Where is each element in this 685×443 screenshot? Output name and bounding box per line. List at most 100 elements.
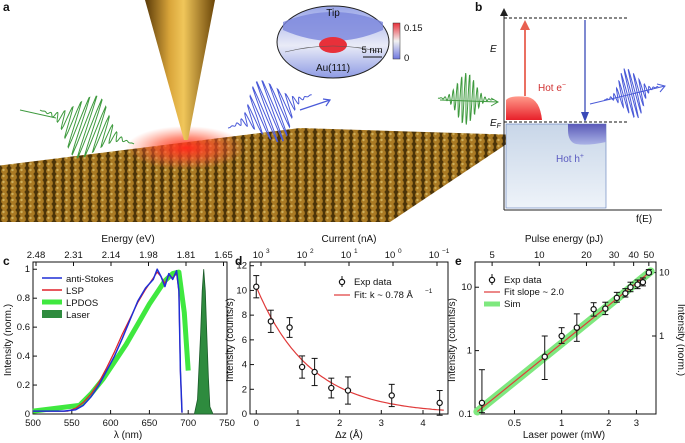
hot-hole-distribution — [568, 124, 606, 145]
e-data-point — [639, 279, 647, 286]
d-data-point — [328, 384, 335, 392]
d-legend-label: Fit: k ~ 0.78 Å — [354, 290, 414, 301]
d-y-axis-label: Intensity (counts/s) — [225, 298, 236, 382]
e-fit-line — [477, 270, 652, 413]
occupation-axis-label: f(E) — [636, 214, 652, 225]
c-y-tick-label: 0.8 — [17, 293, 30, 304]
c-y-axis-label: Intensity (norm.) — [3, 304, 14, 376]
e-data-point — [627, 284, 634, 291]
e-x-tick-label: 3 — [634, 418, 639, 429]
panel-e: e Pulse energy (pJ) Laser power (mW) Int… — [447, 234, 685, 441]
e-y2-axis-label: Intensity (norm.) — [675, 304, 685, 376]
c-legend-label: Laser — [66, 310, 90, 321]
d-x-tick-label: 2 — [337, 418, 342, 429]
colorbar — [392, 22, 401, 60]
d-y-tick-label: 2 — [242, 384, 247, 395]
e-frame — [474, 261, 657, 415]
e-data-point — [645, 269, 653, 276]
c-top-tick-label: 2.48 — [27, 250, 46, 261]
e-data-point — [622, 290, 629, 297]
d-top-axis-label: Current (nA) — [321, 234, 376, 245]
hot-hole-label: Hot h+ — [556, 153, 584, 165]
e-top-tick-label: 20 — [581, 250, 592, 261]
d-top-tick-exp: 0 — [398, 248, 402, 255]
d-y-tick-label: 0 — [242, 409, 247, 420]
d-y-tick-label: 4 — [242, 360, 247, 371]
d-x-tick-label: 4 — [420, 418, 425, 429]
e-y-tick-label: 10 — [461, 282, 472, 293]
field-inset: Tip Au(111) 5 nm 0.15 0 — [276, 5, 423, 79]
e-legend-marker — [488, 276, 496, 284]
e-legend-label: Sim — [504, 299, 520, 310]
panel-e-label: e — [455, 254, 462, 268]
e-data-point — [478, 399, 486, 407]
c-top-tick-label: 2.31 — [64, 250, 83, 261]
c-x-tick-label: 650 — [141, 418, 157, 429]
d-data-point — [388, 392, 395, 399]
d-x-axis-label: Δz (Å) — [335, 428, 363, 441]
panel-b-label: b — [475, 0, 482, 14]
hot-electron-label: Hot e− — [538, 82, 566, 94]
e-data-point — [634, 281, 641, 288]
inset-scale-label: 5 nm — [361, 45, 382, 56]
d-top-tick-exp: 3 — [266, 248, 270, 255]
e-x-tick-label: 1 — [559, 418, 564, 429]
c-x-tick-label: 500 — [25, 418, 41, 429]
e-top-tick-label: 30 — [609, 250, 620, 261]
panel-b: b E EF Hot e− Hot h+ f(E) — [437, 0, 666, 225]
e-y2-tick-label: 10 — [659, 268, 670, 279]
colorbar-max: 0.15 — [404, 23, 423, 34]
e-data-point — [590, 306, 597, 313]
d-x-tick-label: 3 — [379, 418, 384, 429]
d-top-tick-label: 10 — [341, 250, 352, 261]
stm-tip — [145, 0, 215, 140]
c-legend-label: LPDOS — [66, 298, 98, 309]
incident-wave-b — [437, 73, 495, 125]
e-top-tick-label: 40 — [628, 250, 639, 261]
d-legend-sup: −1 — [425, 288, 433, 295]
plasmon-glow — [126, 126, 246, 170]
e-top-tick-label: 10 — [534, 250, 545, 261]
c-legend-label: LSP — [66, 286, 84, 297]
d-data-point — [286, 324, 293, 331]
panel-c: c Energy (eV) λ (nm) Intensity (norm.) 5… — [3, 234, 235, 441]
c-top-tick-label: 1.98 — [139, 250, 158, 261]
c-x-tick-label: 600 — [103, 418, 119, 429]
d-y-tick-label: 6 — [242, 335, 247, 346]
c-y-tick-label: 0.6 — [17, 322, 30, 333]
fermi-level-label: EF — [490, 118, 502, 130]
c-y-tick-label: 0 — [25, 409, 30, 420]
d-x-tick-label: 0 — [254, 418, 259, 429]
energy-axis-label: E — [490, 44, 497, 55]
c-frame — [32, 261, 228, 415]
e-data-point — [558, 332, 565, 340]
e-top-tick-label: 5 — [489, 250, 494, 261]
e-x-tick-label: 2 — [606, 418, 611, 429]
e-x-axis-label: Laser power (mW) — [523, 430, 605, 441]
c-top-tick-label: 1.81 — [177, 250, 196, 261]
e-data-point — [602, 305, 609, 312]
d-data-point — [298, 363, 306, 371]
c-top-tick-label: 2.14 — [102, 250, 121, 261]
d-data-point — [253, 283, 260, 290]
incident-pulse — [39, 95, 135, 159]
c-x-axis-label: λ (nm) — [114, 430, 142, 441]
panel-a-label: a — [3, 0, 10, 14]
d-top-tick-exp: 2 — [310, 248, 314, 255]
c-y-tick-label: 0.2 — [17, 380, 30, 391]
d-y-tick-label: 8 — [242, 310, 247, 321]
d-top-tick-label: 10 — [429, 250, 440, 261]
e-y-axis-label: Intensity (counts/s) — [447, 298, 458, 382]
d-top-tick-exp: 1 — [354, 248, 358, 255]
hot-electron-distribution — [506, 96, 542, 120]
c-legend-label: anti-Stokes — [66, 274, 114, 285]
c-x-tick-label: 550 — [64, 418, 80, 429]
c-plot-area: 500 550 600 650 700 750 0 0.2 0.4 0.6 0.8 1 2.48 2.31… — [17, 250, 235, 429]
d-top-tick-label: 10 — [253, 250, 264, 261]
e-top-tick-label: 50 — [644, 250, 655, 261]
c-y-tick-label: 1 — [25, 264, 30, 275]
c-series-laser — [193, 269, 214, 415]
